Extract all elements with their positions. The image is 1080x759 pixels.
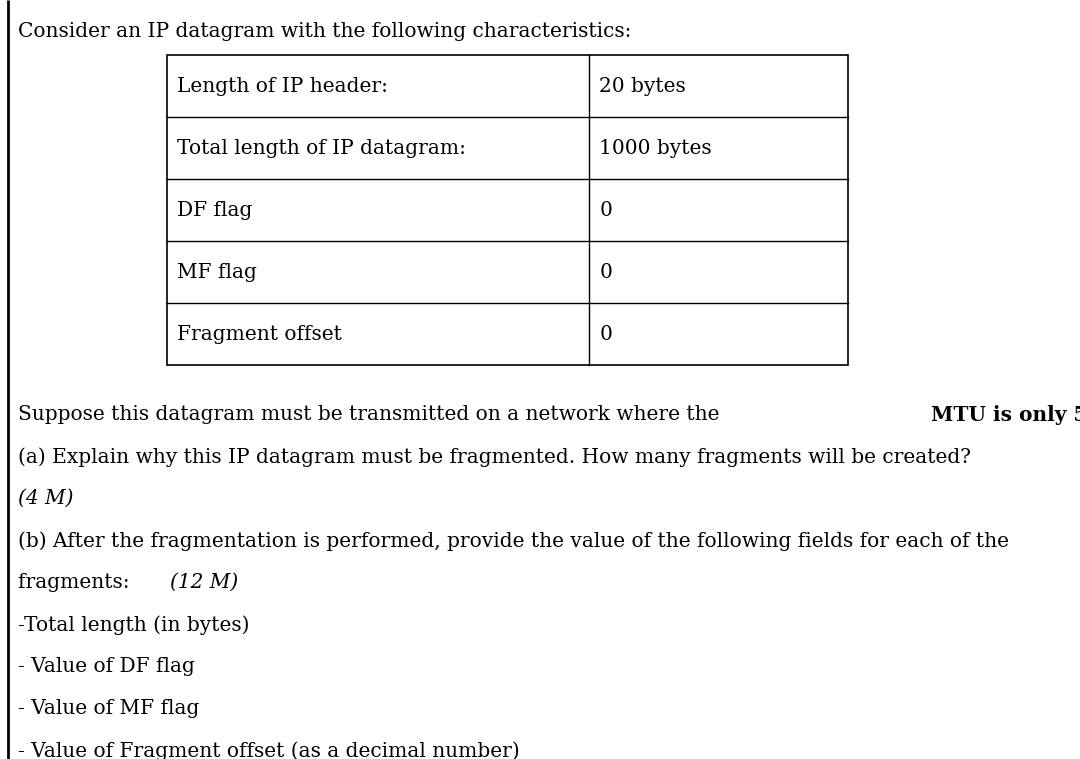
Text: Fragment offset: Fragment offset <box>177 325 342 344</box>
Text: (a) Explain why this IP datagram must be fragmented. How many fragments will be : (a) Explain why this IP datagram must be… <box>18 447 971 467</box>
Text: (4 M): (4 M) <box>18 489 73 508</box>
Text: Consider an IP datagram with the following characteristics:: Consider an IP datagram with the followi… <box>18 22 632 41</box>
Text: - Value of MF flag: - Value of MF flag <box>18 699 200 718</box>
Text: - Value of Fragment offset (as a decimal number): - Value of Fragment offset (as a decimal… <box>18 741 519 759</box>
Text: 20 bytes: 20 bytes <box>599 77 686 96</box>
Text: -Total length (in bytes): -Total length (in bytes) <box>18 615 249 635</box>
Bar <box>167 55 848 365</box>
Text: 0: 0 <box>599 263 612 282</box>
Text: Suppose this datagram must be transmitted on a network where the: Suppose this datagram must be transmitte… <box>18 405 726 424</box>
Text: 0: 0 <box>599 325 612 344</box>
Text: - Value of DF flag: - Value of DF flag <box>18 657 194 676</box>
Text: (b) After the fragmentation is performed, provide the value of the following fie: (b) After the fragmentation is performed… <box>18 531 1009 551</box>
Text: Total length of IP datagram:: Total length of IP datagram: <box>177 138 467 158</box>
Text: MTU is only 512 bytes: MTU is only 512 bytes <box>931 405 1080 425</box>
Text: Length of IP header:: Length of IP header: <box>177 77 389 96</box>
Text: fragments:: fragments: <box>18 573 136 592</box>
Text: MF flag: MF flag <box>177 263 257 282</box>
Text: (12 M): (12 M) <box>171 573 239 592</box>
Text: DF flag: DF flag <box>177 200 253 219</box>
Text: 0: 0 <box>599 200 612 219</box>
Text: 1000 bytes: 1000 bytes <box>599 138 712 158</box>
